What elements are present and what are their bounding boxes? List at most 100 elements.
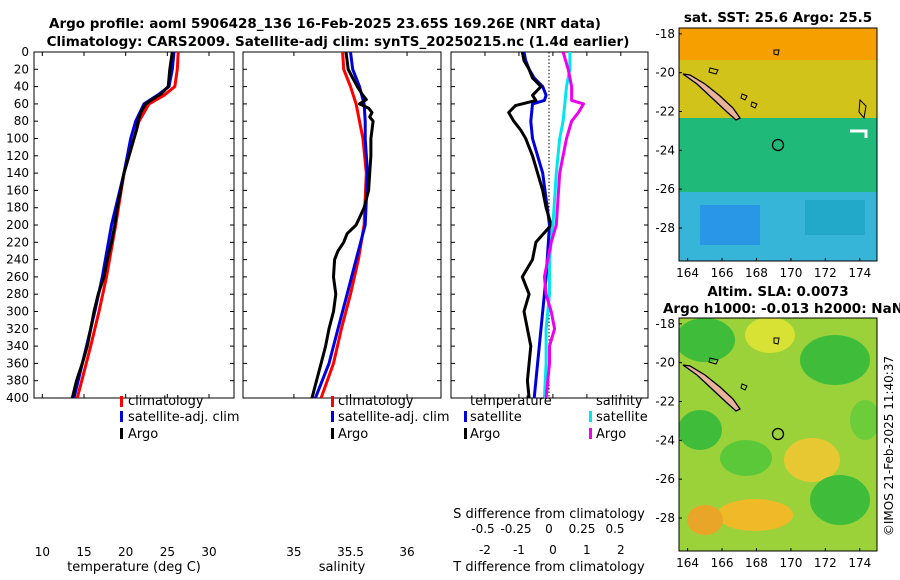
legend-swatch-temp-satellite <box>464 411 467 422</box>
map-lon-label: 174 <box>848 556 871 570</box>
x-tick-label: 1 <box>583 543 591 557</box>
top-tick-label: 0.5 <box>605 522 624 536</box>
salinity-axes <box>242 51 442 399</box>
s-difference-label: S difference from climatology <box>453 507 645 522</box>
legend-title-temperature: temperature <box>470 394 552 409</box>
series-line-argo <box>70 52 174 398</box>
map-lat-label: -20 <box>655 66 675 80</box>
sst-map-panel: sat. SST: 25.6 Argo: 25.5 164 166 168 170 17… <box>655 10 878 280</box>
temperature-legend: climatology satellite-adj. clim Argo <box>120 394 240 442</box>
map-lat-label: -18 <box>655 317 675 331</box>
argo-location-marker <box>771 138 785 152</box>
depth-tick-label: 80 <box>14 114 29 128</box>
new-caledonia-landmass <box>682 364 741 412</box>
map-lon-label: 164 <box>676 556 699 570</box>
new-caledonia-landmass <box>682 73 741 121</box>
t-difference-xlabel: T difference from climatology <box>452 560 645 575</box>
legend-label-argo: Argo <box>338 427 368 442</box>
depth-tick-label: 60 <box>14 97 29 111</box>
sst-cool-patch <box>700 205 760 245</box>
sla-map-panel: Altim. SLA: 0.0073 Argo h1000: -0.013 h2… <box>655 284 900 570</box>
depth-tick-label: 200 <box>6 218 29 232</box>
island-outline <box>708 357 719 365</box>
map-lon-label: 166 <box>711 266 734 280</box>
map-lat-label: -20 <box>655 356 675 370</box>
legend-swatch-satellite <box>120 411 123 422</box>
legend-swatch-temp-argo <box>464 428 467 439</box>
x-tick-label: 35.5 <box>337 545 364 559</box>
salinity-y-ticks <box>243 51 441 399</box>
x-tick-label: 20 <box>118 545 133 559</box>
legend-swatch-sal-argo <box>589 428 592 439</box>
difference-legend-salinity: salinity satellite Argo <box>589 394 648 442</box>
temperature-x-ticks: 10 15 20 25 30 <box>35 52 217 559</box>
imos-credit: ©IMOS 21-Feb-2025 11:40:37 <box>882 356 896 536</box>
depth-tick-label: 160 <box>6 183 29 197</box>
legend-label-climatology: climatology <box>338 394 414 409</box>
temperature-lines <box>70 52 180 398</box>
series-line-satellite-adj-clim <box>314 52 369 398</box>
sla-map-subtitle: Argo h1000: -0.013 h2000: NaN <box>663 301 900 317</box>
sst-green-band <box>679 118 877 198</box>
top-tick-label: 0 <box>545 522 553 536</box>
sst-cool-patch <box>805 200 865 235</box>
depth-tick-label: 180 <box>6 201 29 215</box>
map-lat-label: -26 <box>655 182 675 196</box>
difference-x-ticks: -2 -1 0 1 2 <box>479 52 625 557</box>
legend-label-satellite: satellite-adj. clim <box>128 410 240 425</box>
salinity-panel: 35 35.5 36 salinity climatology satellite-… <box>242 51 450 575</box>
difference-panel: -2 -1 0 1 2 S difference from climatology -0… <box>450 51 649 575</box>
x-tick-label: 0 <box>549 543 557 557</box>
series-line-salinity-satellite <box>542 52 572 398</box>
salinity-lines <box>310 52 375 398</box>
depth-tick-label: 0 <box>21 45 29 59</box>
series-line-salinity-argo <box>542 52 585 398</box>
salinity-legend: climatology satellite-adj. clim Argo <box>331 394 450 442</box>
sla-low-patch <box>720 440 772 476</box>
x-tick-label: 36 <box>399 545 414 559</box>
depth-tick-label: 40 <box>14 80 29 94</box>
island-outline <box>740 383 748 391</box>
legend-swatch-climatology <box>331 396 334 407</box>
series-line-temperature-argo <box>507 52 553 398</box>
legend-label-satellite: satellite-adj. clim <box>338 410 450 425</box>
x-tick-label: 15 <box>76 545 91 559</box>
legend-label-climatology: climatology <box>128 394 204 409</box>
sst-map-frame <box>678 27 878 262</box>
sla-map-ticks: 164 166 168 170 172 174 -18 -20 -22 -24 -26 -28 <box>655 317 871 570</box>
sst-map <box>679 28 877 261</box>
depth-tick-label: 320 <box>6 322 29 336</box>
depth-tick-label: 360 <box>6 356 29 370</box>
sla-high-patch <box>717 499 793 531</box>
map-lon-label: 172 <box>814 556 837 570</box>
sla-map-frame <box>678 317 878 552</box>
depth-tick-label: 400 <box>6 391 29 405</box>
depth-tick-label: 140 <box>6 166 29 180</box>
map-lon-label: 170 <box>779 266 802 280</box>
island-outline <box>740 93 748 101</box>
map-lat-label: -18 <box>655 27 675 41</box>
x-tick-label: 10 <box>35 545 50 559</box>
map-lat-label: -24 <box>655 143 675 157</box>
depth-tick-label: 100 <box>6 132 29 146</box>
argo-location-marker <box>771 427 785 441</box>
map-lat-label: -26 <box>655 472 675 486</box>
sst-map-ticks: 164 166 168 170 172 174 -18 -20 -22 -24 -26 -28 <box>655 27 871 280</box>
x-tick-label: -1 <box>513 543 525 557</box>
sla-low-patch <box>850 400 877 440</box>
island-outline <box>708 67 719 75</box>
legend-label-sal-satellite: satellite <box>596 410 648 425</box>
legend-title-salinity: salinity <box>596 394 643 409</box>
sla-map <box>679 318 877 551</box>
top-tick-label: -0.25 <box>500 522 531 536</box>
map-lon-label: 170 <box>779 556 802 570</box>
legend-label-sal-argo: Argo <box>596 427 626 442</box>
salinity-x-ticks: 35 35.5 36 <box>286 52 415 559</box>
legend-label-argo: Argo <box>128 427 158 442</box>
island-outline <box>858 98 867 120</box>
depth-tick-label: 260 <box>6 270 29 284</box>
legend-swatch-argo <box>120 428 123 439</box>
sst-map-title: sat. SST: 25.6 Argo: 25.5 <box>684 10 872 26</box>
no-data-mark <box>850 129 868 138</box>
